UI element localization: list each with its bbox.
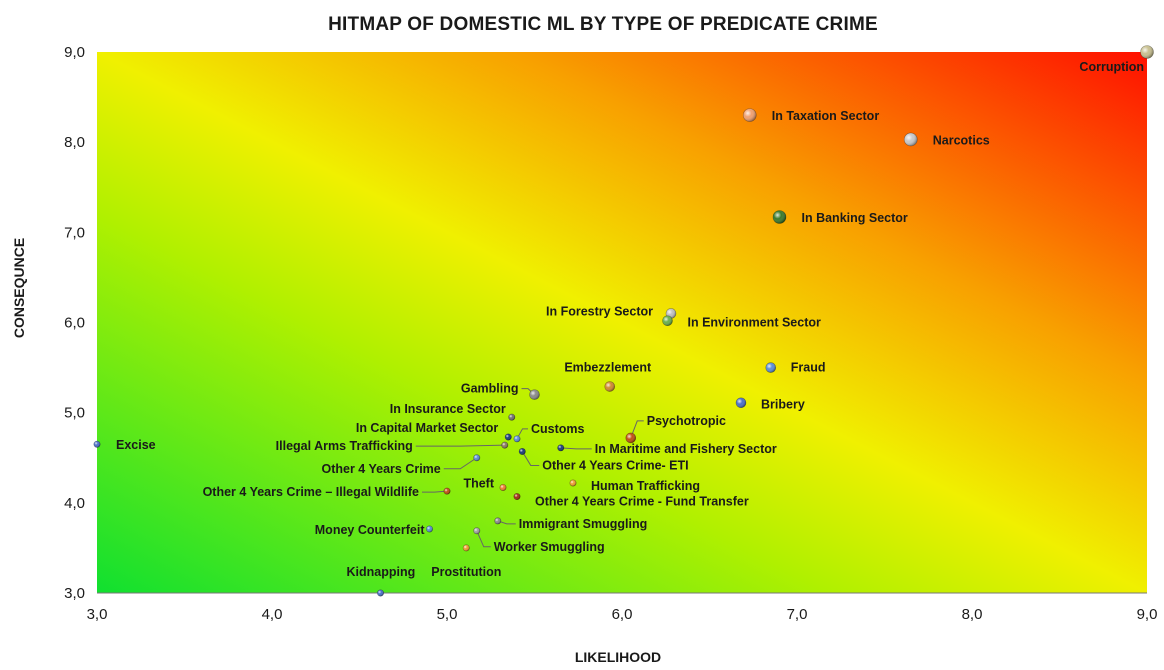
x-tick-label: 5,0 [437,606,458,623]
point-in-insurance-sector [508,413,516,421]
point-excise [93,440,101,448]
point-in-taxation-sector [742,108,757,122]
point-label: Excise [116,438,156,452]
y-tick-label: 5,0 [64,405,85,422]
point-other-4-years-crime [473,454,481,462]
point-label: Prostitution [431,565,501,579]
point-prostitution [462,544,470,552]
x-tick-label: 8,0 [962,606,983,623]
y-tick-label: 3,0 [64,585,85,602]
x-tick-labels: 3,0 4,0 5,0 6,0 7,0 8,0 9,0 [87,606,1158,623]
leader-line [560,447,592,450]
point-other-4-years-crime-illegal-wildlife [443,487,451,495]
x-axis-title: LIKELIHOOD [575,649,661,665]
point-label: Kidnapping [347,565,416,579]
point-label: In Forestry Sector [546,304,653,318]
point-in-environment-sector [662,315,673,326]
leader-line [415,444,505,447]
point-labels: Corruption In Taxation Sector Narcotics In … [116,60,1144,579]
point-in-banking-sector [772,210,787,224]
point-human-trafficking [569,479,577,487]
leader-line [516,428,528,440]
point-label: Gambling [461,382,519,396]
point-label: In Maritime and Fishery Sector [595,442,777,456]
point-label: Customs [531,422,585,436]
point-label: Other 4 Years Crime - Fund Transfer [535,495,749,509]
point-money-counterfeit [425,525,433,533]
point-theft [499,484,507,492]
y-axis-title: CONSEQUNCE [11,238,27,338]
leader-line [422,490,448,493]
point-customs [513,435,521,443]
point-gambling [529,389,540,400]
point-label: In Insurance Sector [390,402,506,416]
point-illegal-arms-trafficking [501,441,509,449]
point-label: In Banking Sector [802,211,908,225]
point-in-capital-market-sector [504,433,512,441]
plot-background [97,52,1147,593]
point-embezzlement [604,381,616,392]
point-label: Embezzlement [564,361,652,375]
leader-line [443,457,478,470]
point-label: Psychotropic [647,414,726,428]
point-other-4-years-crime-eti [518,447,526,455]
point-label: Narcotics [933,133,990,147]
point-narcotics [903,132,918,147]
point-label: In Environment Sector [688,316,821,330]
point-label: Immigrant Smuggling [519,517,647,531]
leader-line [521,451,540,466]
point-label: In Taxation Sector [772,109,880,123]
y-tick-label: 4,0 [64,495,85,512]
leader-line [476,530,491,548]
point-label: Money Counterfeit [315,523,426,537]
point-label: Other 4 Years Crime [321,462,440,476]
leader-line [630,420,644,439]
point-label: Other 4 Years Crime- ETI [542,458,688,472]
x-tick-label: 9,0 [1137,606,1158,623]
point-immigrant-smuggling [494,517,502,525]
point-label: Corruption [1079,60,1144,74]
y-tick-label: 8,0 [64,134,85,151]
point-label: Human Trafficking [591,479,700,493]
point-psychotropic [625,432,637,444]
x-tick-label: 7,0 [787,606,808,623]
point-fraud [765,362,777,373]
point-worker-smuggling [473,527,481,535]
point-label: In Capital Market Sector [356,421,499,435]
leader-lines [415,388,644,548]
data-points [93,45,1154,597]
y-tick-label: 9,0 [64,44,85,61]
point-corruption [1140,45,1154,59]
point-label: Illegal Arms Trafficking [276,439,413,453]
x-tick-label: 3,0 [87,606,108,623]
x-tick-label: 4,0 [262,606,283,623]
point-label: Fraud [791,361,826,375]
x-tick-label: 6,0 [612,606,633,623]
y-tick-label: 6,0 [64,315,85,332]
point-label: Bribery [761,398,805,412]
point-label: Other 4 Years Crime – Illegal Wildlife [203,485,419,499]
y-tick-label: 7,0 [64,224,85,241]
point-label: Theft [463,477,494,491]
point-kidnapping [376,589,384,597]
point-other-4-years-crime-fund-transfer [513,493,521,501]
point-label: Worker Smuggling [494,540,605,554]
chart-title: HITMAP OF DOMESTIC ML BY TYPE OF PREDICA… [328,14,878,35]
point-in-maritime-and-fishery-sector [557,444,565,452]
point-bribery [735,397,747,409]
y-tick-labels: 3,0 4,0 5,0 6,0 7,0 8,0 9,0 [64,44,85,602]
